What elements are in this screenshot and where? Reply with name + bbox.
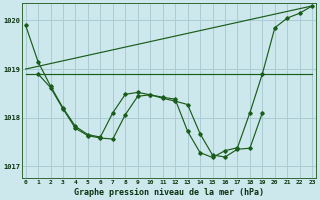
- X-axis label: Graphe pression niveau de la mer (hPa): Graphe pression niveau de la mer (hPa): [74, 188, 264, 197]
